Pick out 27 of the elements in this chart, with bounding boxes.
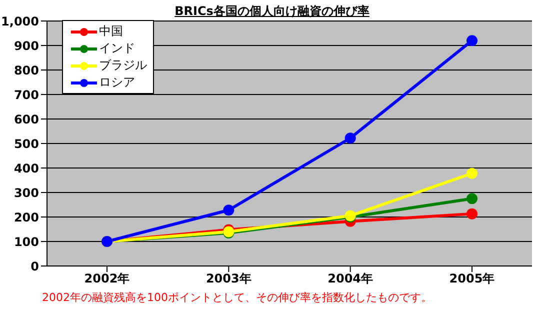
legend-label: ロシア xyxy=(99,74,135,91)
legend-label: ブラジル xyxy=(99,57,147,74)
point xyxy=(466,35,478,46)
x-tick-label: 2005年 xyxy=(449,272,495,286)
point xyxy=(466,193,478,204)
point xyxy=(344,132,356,144)
y-tick-label: 300 xyxy=(14,186,39,200)
legend-label: 中国 xyxy=(99,23,123,40)
legend-label: インド xyxy=(99,40,135,57)
x-tick-label: 2004年 xyxy=(328,272,374,286)
x-tick-label: 2002年 xyxy=(84,272,130,286)
y-tick-label: 500 xyxy=(14,136,39,151)
point xyxy=(466,208,478,220)
y-tick-label: 100 xyxy=(14,234,39,249)
x-tick-label: 2003年 xyxy=(206,272,252,286)
y-tick-label: 900 xyxy=(14,38,39,53)
y-tick-label: 0 xyxy=(30,259,39,274)
chart-title: BRICs各国の個人向け融資の伸び率 xyxy=(174,4,370,18)
text: 2002年の融資残高を100ポイントとして、その伸び率を指数化したものです。 xyxy=(42,290,432,305)
y-tick-label: 200 xyxy=(14,210,39,224)
y-tick-label: 700 xyxy=(14,88,39,102)
point xyxy=(466,168,478,179)
y-tick-label: 800 xyxy=(14,63,39,78)
y-tick-label: 600 xyxy=(14,112,39,126)
point xyxy=(223,204,234,216)
y-tick-label: 1,000 xyxy=(1,14,39,28)
y-tick-label: 400 xyxy=(14,161,39,176)
